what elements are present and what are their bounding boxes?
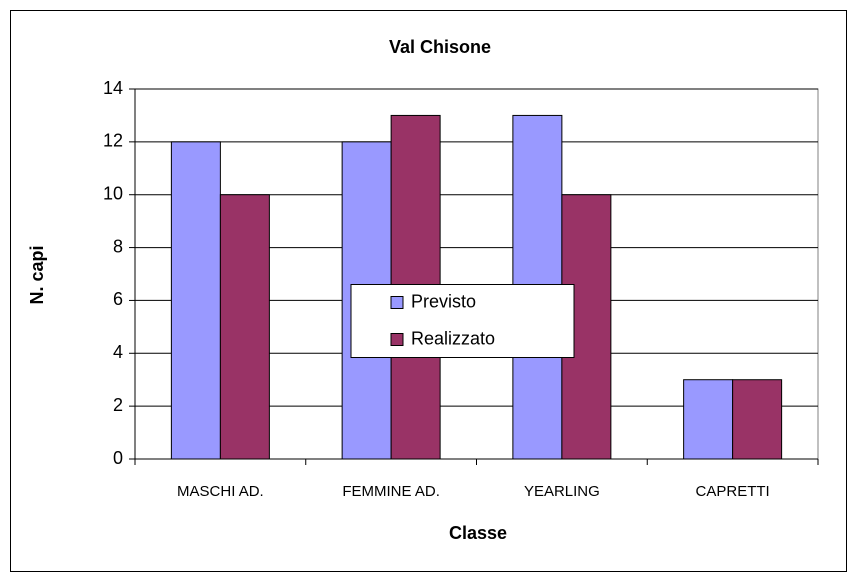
x-tick-label: FEMMINE AD.	[342, 483, 440, 500]
x-tick-label: MASCHI AD.	[177, 483, 264, 500]
y-axis-label: N. capi	[27, 245, 47, 304]
y-tick-label: 12	[103, 131, 123, 151]
bar	[683, 379, 734, 460]
bar	[732, 379, 783, 460]
chart-title: Val Chisone	[389, 37, 491, 57]
y-tick-label: 14	[103, 78, 123, 98]
legend-swatch	[390, 333, 404, 346]
y-tick-label: 4	[113, 342, 123, 362]
x-tick-label: CAPRETTI	[696, 483, 770, 500]
x-tick-label: YEARLING	[524, 483, 600, 500]
bar	[219, 194, 270, 460]
legend	[350, 284, 575, 358]
x-axis-label: Classe	[449, 523, 507, 543]
y-tick-label: 8	[113, 236, 123, 256]
bar	[170, 141, 221, 460]
legend-label: Realizzato	[411, 328, 495, 348]
y-tick-label: 0	[113, 448, 123, 468]
y-tick-label: 2	[113, 395, 123, 415]
y-tick-label: 10	[103, 183, 123, 203]
legend-swatch	[390, 296, 404, 309]
y-tick-label: 6	[113, 289, 123, 309]
legend-label: Previsto	[411, 291, 476, 311]
